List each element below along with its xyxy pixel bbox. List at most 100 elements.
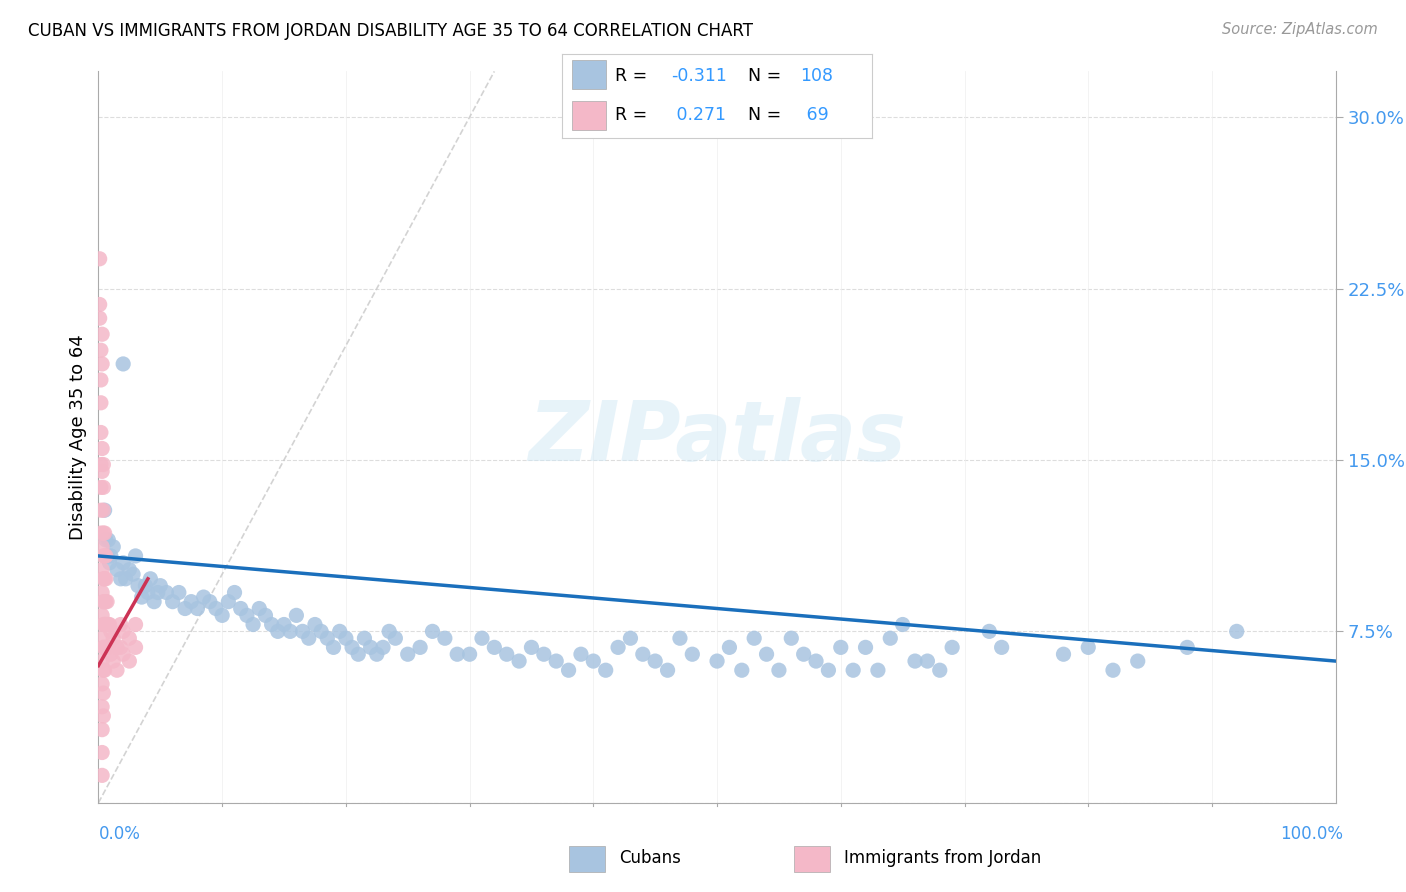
Point: [143, 594, 166, 608]
Point: [304, 617, 326, 632]
Point: [93, 526, 115, 541]
Point: [254, 608, 277, 623]
Point: [1052, 647, 1074, 661]
Point: [118, 632, 141, 646]
Point: [93, 526, 115, 541]
Point: [1175, 640, 1198, 655]
Point: [193, 590, 215, 604]
Point: [186, 601, 208, 615]
Point: [644, 654, 666, 668]
Point: [93, 594, 115, 608]
Point: [217, 594, 239, 608]
Point: [118, 563, 141, 577]
Point: [879, 632, 901, 646]
Point: [353, 632, 375, 646]
Text: Immigrants from Jordan: Immigrants from Jordan: [844, 849, 1040, 867]
Point: [110, 572, 132, 586]
Point: [1226, 624, 1249, 639]
Point: [595, 663, 617, 677]
Point: [118, 654, 141, 668]
Point: [94, 594, 117, 608]
Point: [114, 572, 136, 586]
Point: [607, 640, 630, 655]
Point: [90, 458, 112, 472]
Point: [149, 579, 172, 593]
Text: 108: 108: [800, 67, 834, 85]
Point: [91, 608, 114, 623]
Point: [242, 617, 264, 632]
Point: [378, 624, 401, 639]
Point: [569, 647, 592, 661]
Point: [384, 632, 406, 646]
Point: [112, 647, 135, 661]
Point: [780, 632, 803, 646]
Point: [557, 663, 579, 677]
Point: [768, 663, 790, 677]
Point: [139, 572, 162, 586]
Point: [731, 663, 754, 677]
Point: [93, 503, 115, 517]
Point: [100, 549, 122, 563]
Point: [93, 640, 115, 655]
Point: [422, 624, 444, 639]
Point: [211, 608, 233, 623]
Text: Cubans: Cubans: [619, 849, 681, 867]
Point: [409, 640, 432, 655]
Point: [990, 640, 1012, 655]
Point: [93, 709, 115, 723]
Point: [657, 663, 679, 677]
Point: [669, 632, 692, 646]
Point: [718, 640, 741, 655]
Text: N =: N =: [748, 105, 782, 123]
Point: [93, 663, 115, 677]
Point: [471, 632, 494, 646]
Point: [229, 601, 252, 615]
Point: [316, 632, 339, 646]
Point: [396, 647, 419, 661]
Point: [112, 357, 135, 371]
Point: [91, 327, 114, 342]
Point: [91, 723, 114, 737]
Point: [742, 632, 765, 646]
Point: [127, 579, 149, 593]
Point: [842, 663, 865, 677]
Point: [495, 647, 517, 661]
Point: [291, 624, 314, 639]
Point: [267, 624, 290, 639]
Text: Source: ZipAtlas.com: Source: ZipAtlas.com: [1222, 22, 1378, 37]
Point: [96, 594, 118, 608]
Y-axis label: Disability Age 35 to 64: Disability Age 35 to 64: [69, 334, 87, 540]
Point: [322, 640, 344, 655]
Point: [866, 663, 889, 677]
Point: [533, 647, 555, 661]
Point: [93, 594, 115, 608]
Point: [110, 640, 132, 655]
Point: [94, 572, 117, 586]
Point: [89, 311, 111, 326]
Point: [93, 572, 115, 586]
Point: [124, 640, 146, 655]
Text: R =: R =: [614, 105, 647, 123]
Point: [112, 556, 135, 570]
Point: [90, 396, 112, 410]
Point: [105, 640, 128, 655]
FancyBboxPatch shape: [572, 61, 606, 89]
Point: [433, 632, 456, 646]
Point: [97, 533, 120, 547]
Point: [1077, 640, 1099, 655]
Point: [174, 601, 197, 615]
Point: [124, 549, 146, 563]
Point: [97, 640, 120, 655]
Point: [855, 640, 877, 655]
Point: [706, 654, 728, 668]
Text: -0.311: -0.311: [671, 67, 727, 85]
Point: [91, 677, 114, 691]
Point: [146, 585, 169, 599]
Point: [91, 632, 114, 646]
Point: [90, 343, 112, 358]
Point: [91, 654, 114, 668]
Point: [347, 647, 370, 661]
Point: [93, 480, 115, 494]
Point: [793, 647, 815, 661]
Point: [90, 373, 112, 387]
